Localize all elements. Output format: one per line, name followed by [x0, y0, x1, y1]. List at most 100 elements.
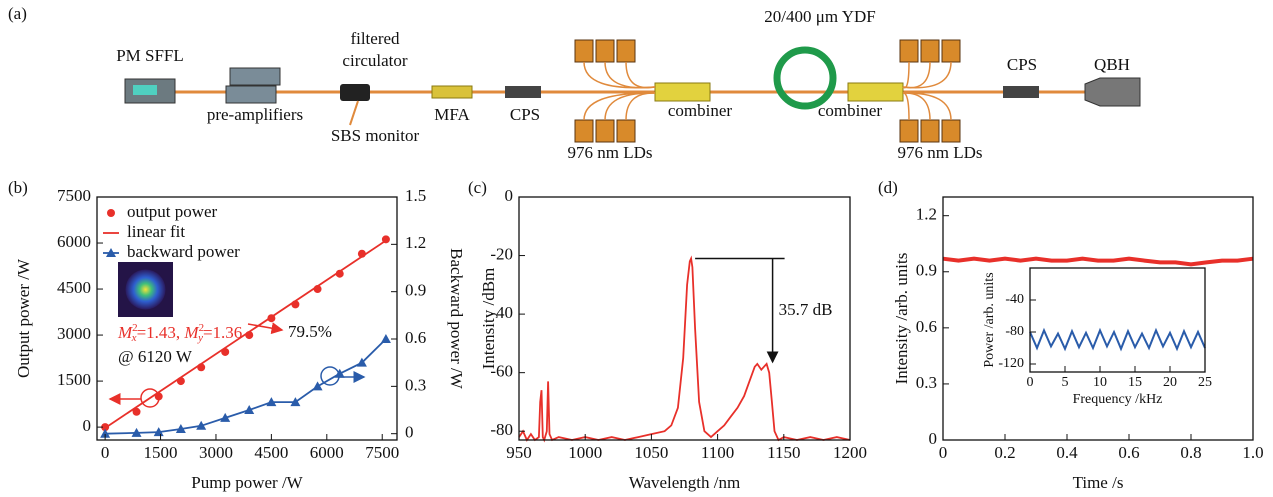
- data-point: [132, 407, 141, 416]
- y-tick-label: 3000: [57, 324, 91, 343]
- series-line: [518, 255, 851, 443]
- x-tick-label: 6000: [310, 443, 344, 462]
- component-label: combiner: [668, 101, 733, 120]
- combiner: [847, 82, 904, 102]
- y-axis-title: Intensity /dBm: [479, 268, 498, 370]
- x-tick-label: 10: [1093, 375, 1107, 390]
- pump-fiber: [583, 92, 656, 121]
- laser-diode: [941, 39, 961, 63]
- chart-panel: 950 1000 1050 1100 1150 1200 0 -20 -40 -60 -80 Wave…: [468, 178, 867, 492]
- data-point: [290, 397, 301, 407]
- y-axis-title: Output power /W: [14, 258, 33, 378]
- y-tick-label: -20: [490, 244, 513, 263]
- beam-quality-part: 2: [132, 322, 138, 334]
- laser-diode: [899, 119, 919, 143]
- data-point: [131, 427, 142, 437]
- pump-fiber: [902, 92, 910, 121]
- beam-quality-part: 2: [199, 322, 205, 334]
- inset-frame: [1030, 268, 1205, 372]
- plot-frame: [942, 196, 1254, 441]
- x-axis-title: Frequency /kHz: [1073, 392, 1163, 407]
- axis-callout: [140, 388, 160, 408]
- x-axis-title: Time /s: [1073, 473, 1124, 492]
- circulator: [340, 84, 370, 101]
- y2-tick-label: 1.5: [405, 186, 426, 205]
- y-tick-label: 1.2: [916, 205, 937, 224]
- data-point: [356, 357, 367, 367]
- component-label: MFA: [434, 105, 470, 124]
- y2-tick-label: 0: [405, 423, 414, 442]
- y2-tick-label: 0.3: [405, 375, 426, 394]
- component-label: pre-amplifiers: [207, 105, 303, 124]
- laser-diode: [595, 39, 615, 63]
- laser-diode: [899, 39, 919, 63]
- x-axis-title: Wavelength /nm: [629, 473, 740, 492]
- monitor-port: [349, 100, 359, 126]
- x-tick-label: 0.8: [1180, 443, 1201, 462]
- y-tick-label: 0.6: [916, 317, 937, 336]
- legend-marker: [106, 248, 116, 257]
- chart-panel: 0 0.2 0.4 0.6 0.8 1.0 0 0.3 0.6 0.9 1.2 Time /s Inte…: [878, 178, 1264, 492]
- data-point: [244, 405, 255, 415]
- x-tick-label: 20: [1163, 375, 1177, 390]
- series-line: [1029, 327, 1206, 352]
- plot-frame: [518, 196, 851, 441]
- component-label: QBH: [1094, 55, 1130, 74]
- y2-tick-label: 1.2: [405, 233, 426, 252]
- cps: [505, 86, 541, 98]
- y-tick-label: 0.3: [916, 373, 937, 392]
- y-tick-label: -40: [490, 303, 513, 322]
- beam-spot: [125, 269, 166, 310]
- beam-quality-part: x: [131, 332, 137, 344]
- component-label: combiner: [818, 101, 883, 120]
- x-tick-label: 25: [1198, 375, 1212, 390]
- x-tick-label: 15: [1128, 375, 1142, 390]
- cps: [1003, 86, 1039, 98]
- data-point: [196, 420, 207, 430]
- x-tick-label: 0.4: [1056, 443, 1078, 462]
- laser-diode: [920, 119, 940, 143]
- diff-annotation: 35.7 dB: [779, 300, 833, 319]
- amplifier: [225, 85, 277, 104]
- x-tick-label: 1500: [144, 443, 178, 462]
- y-tick-label: 7500: [57, 186, 91, 205]
- laser-diode: [595, 119, 615, 143]
- y-tick-label: -40: [1005, 292, 1024, 307]
- legend-label: backward power: [127, 242, 240, 261]
- y-tick-label: 0: [929, 429, 938, 448]
- component-label: CPS: [1007, 55, 1037, 74]
- data-point: [266, 397, 277, 407]
- y-axis-title: Intensity /arb. units: [892, 253, 911, 385]
- laser-diode: [941, 119, 961, 143]
- x-tick-label: 0: [939, 443, 948, 462]
- data-point: [334, 368, 345, 378]
- x-tick-label: 0: [101, 443, 110, 462]
- y-tick-label: 6000: [57, 232, 91, 251]
- series-line: [104, 238, 389, 429]
- component-label: 20/400 μm YDF: [764, 7, 875, 26]
- laser-diode: [574, 39, 594, 63]
- legend-marker: [107, 209, 115, 217]
- y2-axis-title: Backward power /W: [447, 248, 466, 390]
- series-line: [942, 256, 1254, 267]
- chart-panel: 0 5 10 15 20 25 -40 -80 -120 Frequency /kHz Power …: [982, 267, 1212, 407]
- legend-label: output power: [127, 202, 218, 221]
- laser-diode: [616, 39, 636, 63]
- pump-fiber: [604, 61, 656, 89]
- combiner: [654, 82, 711, 102]
- slope-annotation: 79.5%: [288, 322, 332, 341]
- y-tick-label: 0: [83, 416, 92, 435]
- x-tick-label: 0.2: [994, 443, 1015, 462]
- x-tick-label: 7500: [365, 443, 399, 462]
- mfa: [431, 85, 473, 99]
- pump-fiber: [625, 61, 656, 89]
- x-tick-label: 1000: [568, 443, 602, 462]
- x-tick-label: 1150: [767, 443, 800, 462]
- component-label: filtered: [350, 29, 400, 48]
- x-tick-label: 0.6: [1118, 443, 1139, 462]
- seed-display: [133, 85, 157, 95]
- axis-callout: [320, 366, 340, 386]
- beam-quality-part: =1.36: [203, 323, 242, 342]
- x-tick-label: 5: [1062, 375, 1069, 390]
